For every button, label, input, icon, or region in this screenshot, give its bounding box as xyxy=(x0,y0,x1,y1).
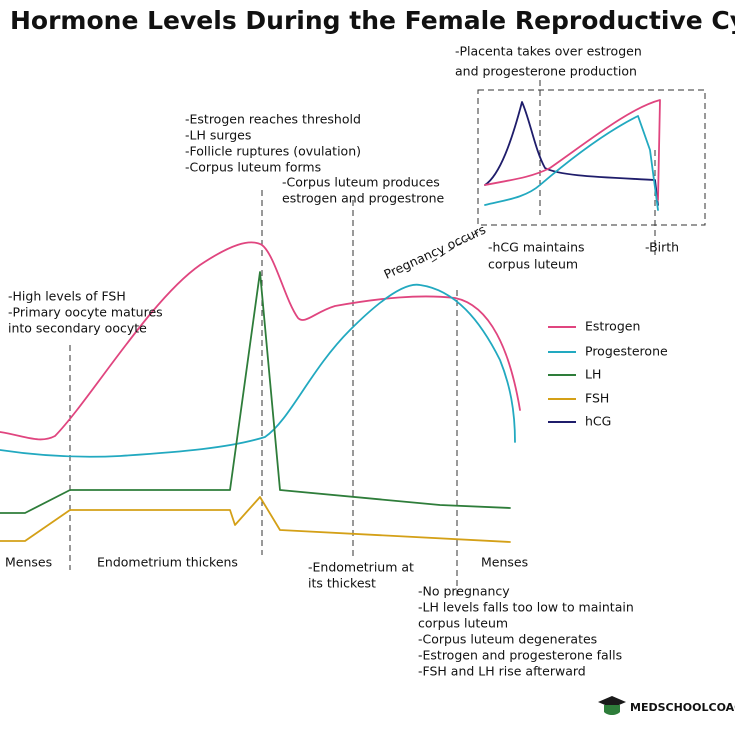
annotation: -Placenta takes over estrogen xyxy=(455,44,642,59)
phase-label: Menses xyxy=(481,555,528,570)
annotation: -Follicle ruptures (ovulation) xyxy=(185,144,361,159)
annotation: -Estrogen and progesterone falls xyxy=(418,648,622,663)
title: Hormone Levels During the Female Reprodu… xyxy=(10,6,735,35)
estrogen-curve xyxy=(0,241,521,441)
annotation: estrogen and progestrone xyxy=(282,191,445,206)
legend-label: FSH xyxy=(585,391,609,406)
progesterone-inset-curve xyxy=(484,115,659,211)
legend-label: Progesterone xyxy=(585,344,668,359)
annotation: into secondary oocyte xyxy=(8,321,147,336)
annotations: -Placenta takes over estrogen and progest… xyxy=(8,44,679,679)
annotation: Pregnancy occurs xyxy=(381,222,488,282)
annotation: -Primary oocyte matures xyxy=(8,305,163,320)
annotation: -LH surges xyxy=(185,128,251,143)
phase-label: Menses xyxy=(5,555,52,570)
annotation: corpus luteum xyxy=(488,257,578,272)
brand-logo: MEDSCHOOLCOACH xyxy=(598,696,735,715)
phase-label: Endometrium thickens xyxy=(97,555,238,570)
legend-label: Estrogen xyxy=(585,319,640,334)
annotation: -Corpus luteum degenerates xyxy=(418,632,597,647)
annotation: -Corpus luteum forms xyxy=(185,160,321,175)
annotation: -Endometrium at xyxy=(308,560,414,575)
guides xyxy=(69,80,706,600)
annotation: -Estrogen reaches threshold xyxy=(185,112,361,127)
annotation: -hCG maintains xyxy=(488,240,585,255)
hcg-inset-curve xyxy=(484,101,659,206)
annotation: corpus luteum xyxy=(418,616,508,631)
annotation: its thickest xyxy=(308,576,376,591)
legend-label: LH xyxy=(585,367,601,382)
annotation: -High levels of FSH xyxy=(8,289,126,304)
fsh-curve xyxy=(0,496,511,543)
lh-curve xyxy=(0,271,511,514)
annotation: -No pregnancy xyxy=(418,584,510,599)
legend-label: hCG xyxy=(585,414,611,429)
legend: Estrogen Progesterone LH FSH hCG xyxy=(548,319,668,429)
annotation: -Birth xyxy=(645,240,679,255)
annotation: -LH levels falls too low to maintain xyxy=(418,600,634,615)
estrogen-inset-curve xyxy=(484,99,661,201)
progesterone-curve xyxy=(0,283,516,458)
annotation: -FSH and LH rise afterward xyxy=(418,664,586,679)
brand: MEDSCHOOLCOACH xyxy=(630,701,735,714)
annotation: -Corpus luteum produces xyxy=(282,175,440,190)
annotation: and progesterone production xyxy=(455,64,637,79)
